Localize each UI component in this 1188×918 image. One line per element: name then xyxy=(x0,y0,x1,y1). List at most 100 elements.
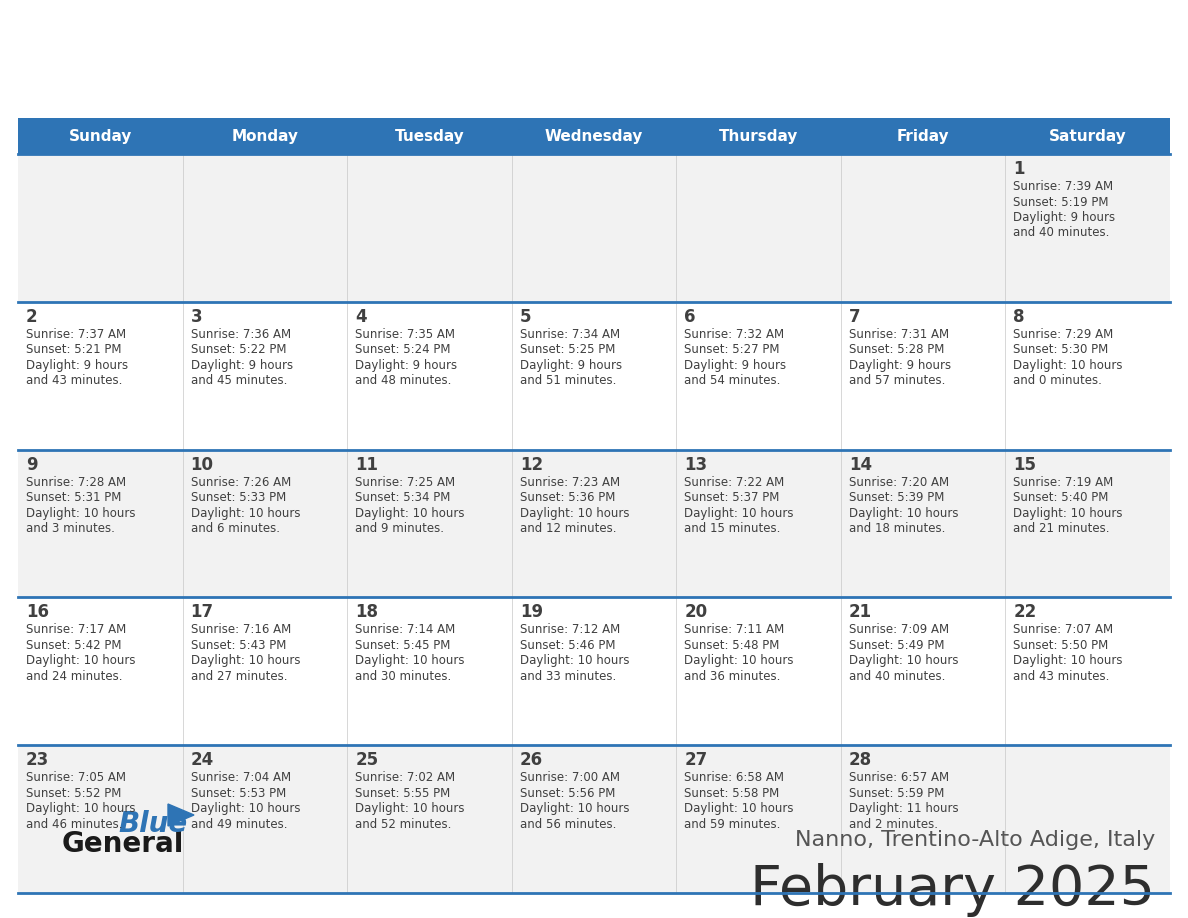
Text: and 57 minutes.: and 57 minutes. xyxy=(849,375,946,387)
Text: Sunrise: 7:17 AM: Sunrise: 7:17 AM xyxy=(26,623,126,636)
Text: 26: 26 xyxy=(519,751,543,769)
Polygon shape xyxy=(168,804,194,826)
Text: Daylight: 10 hours: Daylight: 10 hours xyxy=(1013,655,1123,667)
Text: Daylight: 10 hours: Daylight: 10 hours xyxy=(26,802,135,815)
Text: Sunrise: 7:22 AM: Sunrise: 7:22 AM xyxy=(684,476,784,488)
Text: and 43 minutes.: and 43 minutes. xyxy=(26,375,122,387)
Text: and 27 minutes.: and 27 minutes. xyxy=(190,670,287,683)
Text: 27: 27 xyxy=(684,751,708,769)
Text: Daylight: 10 hours: Daylight: 10 hours xyxy=(849,507,959,520)
Bar xyxy=(18,154,1170,302)
Text: Daylight: 10 hours: Daylight: 10 hours xyxy=(26,655,135,667)
Text: Sunrise: 7:02 AM: Sunrise: 7:02 AM xyxy=(355,771,455,784)
Text: and 51 minutes.: and 51 minutes. xyxy=(519,375,617,387)
Text: Sunrise: 7:28 AM: Sunrise: 7:28 AM xyxy=(26,476,126,488)
Text: 1: 1 xyxy=(1013,160,1025,178)
Text: and 59 minutes.: and 59 minutes. xyxy=(684,818,781,831)
Text: Sunday: Sunday xyxy=(69,129,132,143)
Text: Sunset: 5:25 PM: Sunset: 5:25 PM xyxy=(519,343,615,356)
Text: and 21 minutes.: and 21 minutes. xyxy=(1013,522,1110,535)
Text: Blue: Blue xyxy=(118,810,188,838)
Text: and 15 minutes.: and 15 minutes. xyxy=(684,522,781,535)
Text: Sunrise: 7:35 AM: Sunrise: 7:35 AM xyxy=(355,328,455,341)
Text: Daylight: 10 hours: Daylight: 10 hours xyxy=(190,507,301,520)
Text: and 24 minutes.: and 24 minutes. xyxy=(26,670,122,683)
Text: Sunset: 5:22 PM: Sunset: 5:22 PM xyxy=(190,343,286,356)
Text: Sunset: 5:46 PM: Sunset: 5:46 PM xyxy=(519,639,615,652)
Text: Monday: Monday xyxy=(232,129,298,143)
Text: Wednesday: Wednesday xyxy=(545,129,643,143)
Text: Daylight: 10 hours: Daylight: 10 hours xyxy=(684,507,794,520)
Text: Daylight: 10 hours: Daylight: 10 hours xyxy=(519,802,630,815)
Text: Sunrise: 7:20 AM: Sunrise: 7:20 AM xyxy=(849,476,949,488)
Text: Sunrise: 7:07 AM: Sunrise: 7:07 AM xyxy=(1013,623,1113,636)
Text: Daylight: 11 hours: Daylight: 11 hours xyxy=(849,802,959,815)
Text: Sunrise: 7:04 AM: Sunrise: 7:04 AM xyxy=(190,771,291,784)
Text: Sunrise: 7:36 AM: Sunrise: 7:36 AM xyxy=(190,328,291,341)
Text: Daylight: 10 hours: Daylight: 10 hours xyxy=(190,802,301,815)
Text: Sunrise: 7:12 AM: Sunrise: 7:12 AM xyxy=(519,623,620,636)
Text: 28: 28 xyxy=(849,751,872,769)
Text: Sunset: 5:40 PM: Sunset: 5:40 PM xyxy=(1013,491,1108,504)
Text: 13: 13 xyxy=(684,455,707,474)
Text: Daylight: 9 hours: Daylight: 9 hours xyxy=(684,359,786,372)
Text: Sunset: 5:27 PM: Sunset: 5:27 PM xyxy=(684,343,779,356)
Text: and 45 minutes.: and 45 minutes. xyxy=(190,375,287,387)
Text: 14: 14 xyxy=(849,455,872,474)
Text: and 18 minutes.: and 18 minutes. xyxy=(849,522,946,535)
Text: Sunrise: 7:31 AM: Sunrise: 7:31 AM xyxy=(849,328,949,341)
Text: Daylight: 9 hours: Daylight: 9 hours xyxy=(519,359,621,372)
Text: Sunset: 5:49 PM: Sunset: 5:49 PM xyxy=(849,639,944,652)
Text: Sunset: 5:45 PM: Sunset: 5:45 PM xyxy=(355,639,450,652)
Text: Sunrise: 7:23 AM: Sunrise: 7:23 AM xyxy=(519,476,620,488)
Text: Sunset: 5:42 PM: Sunset: 5:42 PM xyxy=(26,639,121,652)
Text: Sunset: 5:37 PM: Sunset: 5:37 PM xyxy=(684,491,779,504)
Text: Sunset: 5:53 PM: Sunset: 5:53 PM xyxy=(190,787,286,800)
Text: Daylight: 10 hours: Daylight: 10 hours xyxy=(190,655,301,667)
Text: and 43 minutes.: and 43 minutes. xyxy=(1013,670,1110,683)
Text: Daylight: 10 hours: Daylight: 10 hours xyxy=(26,507,135,520)
Text: Daylight: 10 hours: Daylight: 10 hours xyxy=(1013,507,1123,520)
Text: Daylight: 10 hours: Daylight: 10 hours xyxy=(355,507,465,520)
Text: Sunrise: 7:19 AM: Sunrise: 7:19 AM xyxy=(1013,476,1113,488)
Bar xyxy=(18,302,1170,450)
Text: 20: 20 xyxy=(684,603,707,621)
Text: and 46 minutes.: and 46 minutes. xyxy=(26,818,122,831)
Text: and 54 minutes.: and 54 minutes. xyxy=(684,375,781,387)
Text: Daylight: 10 hours: Daylight: 10 hours xyxy=(355,802,465,815)
Text: and 40 minutes.: and 40 minutes. xyxy=(849,670,946,683)
Text: Sunset: 5:24 PM: Sunset: 5:24 PM xyxy=(355,343,450,356)
Text: Sunset: 5:56 PM: Sunset: 5:56 PM xyxy=(519,787,615,800)
Text: and 40 minutes.: and 40 minutes. xyxy=(1013,227,1110,240)
Text: and 2 minutes.: and 2 minutes. xyxy=(849,818,937,831)
Text: Saturday: Saturday xyxy=(1049,129,1126,143)
Text: 7: 7 xyxy=(849,308,860,326)
Text: Sunset: 5:28 PM: Sunset: 5:28 PM xyxy=(849,343,944,356)
Text: Friday: Friday xyxy=(897,129,949,143)
Text: Sunset: 5:43 PM: Sunset: 5:43 PM xyxy=(190,639,286,652)
Text: Sunset: 5:52 PM: Sunset: 5:52 PM xyxy=(26,787,121,800)
Text: and 36 minutes.: and 36 minutes. xyxy=(684,670,781,683)
Text: Sunrise: 7:34 AM: Sunrise: 7:34 AM xyxy=(519,328,620,341)
Text: Nanno, Trentino-Alto Adige, Italy: Nanno, Trentino-Alto Adige, Italy xyxy=(795,830,1155,850)
Text: 24: 24 xyxy=(190,751,214,769)
Text: and 3 minutes.: and 3 minutes. xyxy=(26,522,115,535)
Text: 15: 15 xyxy=(1013,455,1036,474)
Text: 3: 3 xyxy=(190,308,202,326)
Text: 11: 11 xyxy=(355,455,378,474)
Text: Sunset: 5:59 PM: Sunset: 5:59 PM xyxy=(849,787,944,800)
Text: Daylight: 10 hours: Daylight: 10 hours xyxy=(684,802,794,815)
Text: Sunset: 5:21 PM: Sunset: 5:21 PM xyxy=(26,343,121,356)
Text: 16: 16 xyxy=(26,603,49,621)
Bar xyxy=(18,118,1170,154)
Text: 19: 19 xyxy=(519,603,543,621)
Text: and 48 minutes.: and 48 minutes. xyxy=(355,375,451,387)
Text: 25: 25 xyxy=(355,751,378,769)
Text: 9: 9 xyxy=(26,455,38,474)
Text: Sunrise: 7:16 AM: Sunrise: 7:16 AM xyxy=(190,623,291,636)
Text: Sunset: 5:33 PM: Sunset: 5:33 PM xyxy=(190,491,286,504)
Text: Sunrise: 7:37 AM: Sunrise: 7:37 AM xyxy=(26,328,126,341)
Text: 18: 18 xyxy=(355,603,378,621)
Text: 21: 21 xyxy=(849,603,872,621)
Text: Daylight: 10 hours: Daylight: 10 hours xyxy=(519,507,630,520)
